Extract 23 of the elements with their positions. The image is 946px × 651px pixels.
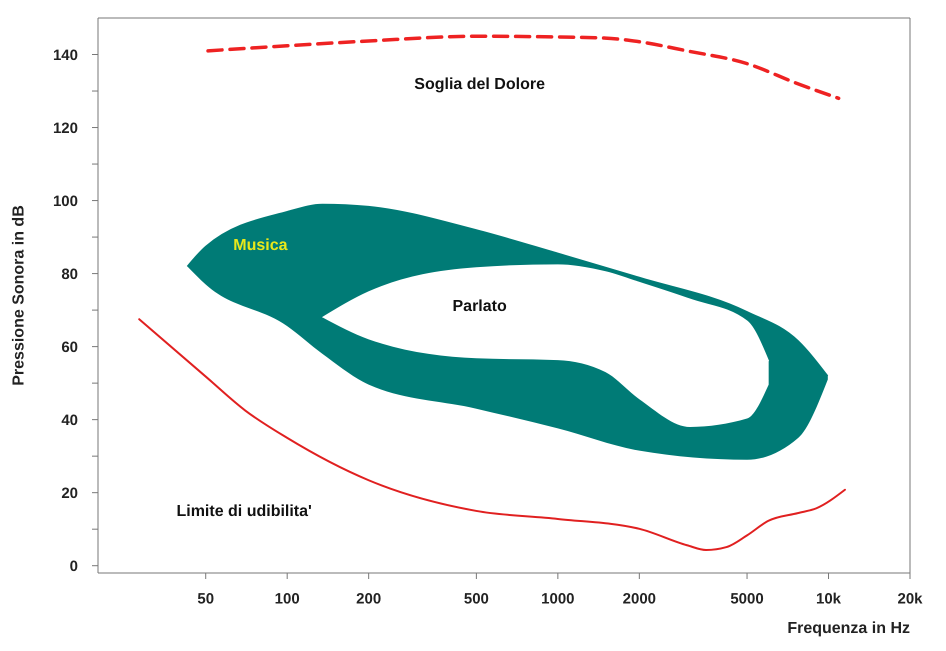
y-tick-label: 140	[52, 46, 78, 64]
x-tick-label: 5000	[730, 590, 764, 608]
y-tick-label: 0	[70, 558, 78, 576]
y-tick-label: 100	[52, 192, 78, 210]
x-tick-label: 1000	[541, 590, 575, 608]
x-tick-label: 20k	[897, 590, 924, 608]
text: Soglia del Dolore	[414, 76, 546, 93]
x-tick-label: 10k	[816, 590, 842, 608]
series-label: Parlato	[452, 298, 507, 315]
x-tick-label: 2000	[622, 590, 656, 608]
x-axis-title: Frequenza in Hz	[787, 620, 910, 637]
y-tick-label: 120	[52, 120, 78, 137]
y-axis-title: Pressione Sonora in dB	[10, 205, 28, 386]
series-label: Musica	[233, 236, 288, 254]
y-tick-label: 80	[61, 266, 78, 283]
text: Limite di udibilita'	[176, 503, 312, 520]
y-tick-label: 40	[61, 412, 78, 429]
x-tick-label: 50	[197, 590, 214, 608]
y-tick-label: 60	[61, 338, 78, 356]
x-tick-label: 200	[356, 590, 382, 608]
x-tick-label: 100	[274, 590, 300, 608]
y-tick-label: 20	[61, 484, 78, 502]
x-tick-label: 500	[464, 590, 489, 608]
